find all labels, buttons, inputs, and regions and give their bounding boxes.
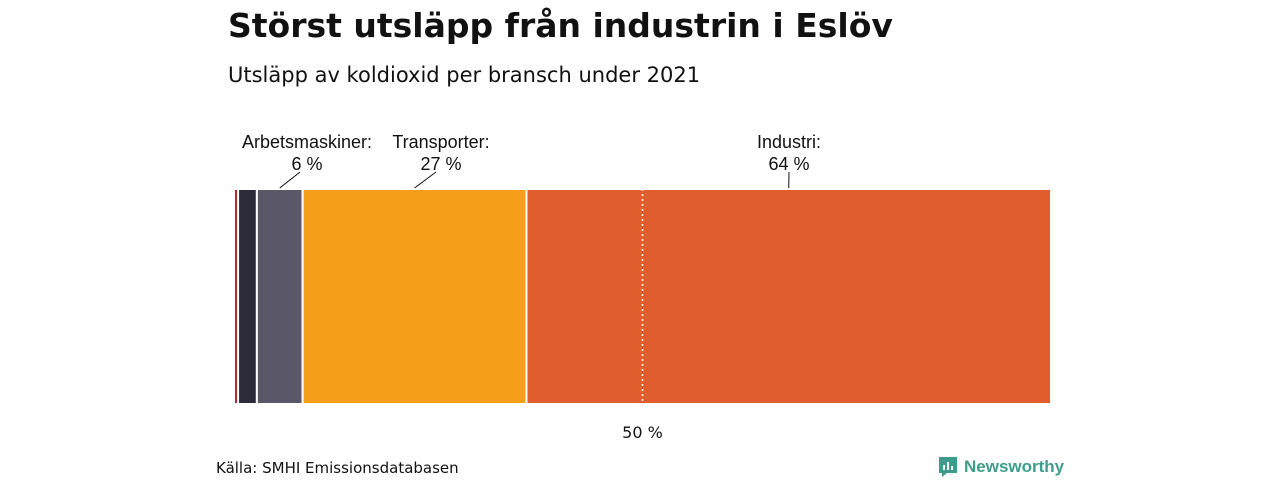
newsworthy-logo-icon: [939, 457, 957, 477]
annotation-value-industri: 64 %: [768, 154, 809, 174]
annotation-leader-arbetsmaskiner: [279, 171, 301, 189]
segment-annotations: Arbetsmaskiner:6 % Transporter:27 % Indust…: [242, 132, 821, 189]
annotation-value-transporter: 27 %: [420, 154, 461, 174]
annotation-label-transporter: Transporter:: [392, 132, 489, 152]
reference-line-label: 50 %: [622, 423, 663, 442]
brand-name: Newsworthy: [964, 457, 1065, 476]
bar-segments: [233, 188, 1052, 405]
brand-logo: Newsworthy: [938, 456, 1064, 478]
annotation-label-industri: Industri:: [757, 132, 821, 152]
bar-segment-transporter: [301, 188, 528, 405]
bar-segment-industri: [525, 188, 1052, 405]
bar-segment-arbetsmaskiner: [255, 188, 304, 405]
chart-title: Störst utsläpp från industrin i Eslöv: [228, 6, 893, 45]
annotation-leader-transporter: [414, 171, 437, 189]
annotation-value-arbetsmaskiner: 6 %: [291, 154, 322, 174]
chart-subtitle: Utsläpp av koldioxid per bransch under 2…: [228, 63, 701, 87]
bar-segment-övrigt-2: [237, 188, 258, 405]
source-note: Källa: SMHI Emissionsdatabasen: [216, 459, 459, 477]
annotation-label-arbetsmaskiner: Arbetsmaskiner:: [242, 132, 372, 152]
